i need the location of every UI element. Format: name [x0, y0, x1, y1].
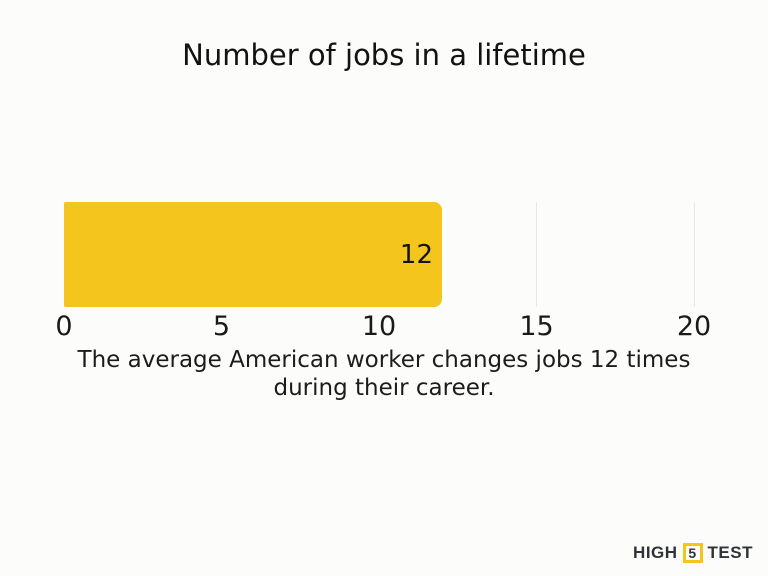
- chart-caption: The average American worker changes jobs…: [0, 346, 768, 402]
- x-tick-label-20: 20: [676, 311, 712, 342]
- gridline-20: [693, 202, 695, 307]
- x-tick-label-15: 15: [519, 311, 554, 342]
- x-axis-labels: 0 5 10 15 20: [55, 311, 711, 346]
- high5test-logo: HIGH 5 TEST: [633, 543, 753, 563]
- plot-area: 12 0 5 10 15 20: [55, 202, 711, 342]
- caption-line-2: during their career.: [273, 375, 495, 401]
- x-tick-label-5: 5: [212, 311, 231, 342]
- x-tick-label-0: 0: [55, 311, 73, 342]
- x-tick-label-10: 10: [361, 311, 397, 342]
- bar-jobs-value: 12: [64, 202, 442, 307]
- caption-line-1: The average American worker changes jobs…: [77, 347, 691, 373]
- gridline-15: [536, 202, 537, 307]
- logo-five-badge: 5: [682, 543, 703, 563]
- bar-value-label: 12: [399, 239, 433, 270]
- logo-text-high: HIGH: [633, 543, 678, 562]
- logo-text-test: TEST: [707, 543, 753, 562]
- chart-title: Number of jobs in a lifetime: [182, 38, 586, 72]
